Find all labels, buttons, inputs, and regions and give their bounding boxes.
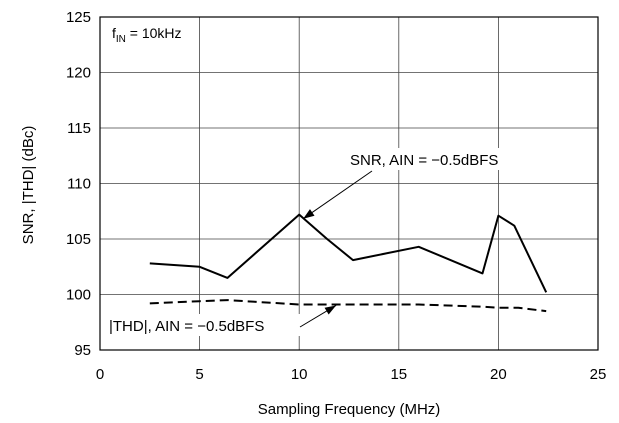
condition-label: fIN = 10kHz <box>112 25 182 45</box>
snr-annotation-label: SNR, AIN = −0.5dBFS <box>350 152 498 169</box>
snr-annotation-arrow <box>302 170 373 220</box>
series-layer <box>149 213 548 313</box>
condition-sub: IN <box>116 34 126 45</box>
snr-annotation-arrowhead <box>303 209 315 219</box>
x-tick-label: 0 <box>96 366 104 383</box>
thd-series-line <box>149 299 547 313</box>
thd-annotation-background <box>104 314 304 336</box>
condition-main: f <box>112 25 116 41</box>
condition-rest: = 10kHz <box>126 25 182 41</box>
y-tick-label: 95 <box>74 342 91 359</box>
snr-annotation: SNR, AIN = −0.5dBFS <box>302 148 540 220</box>
thd-annotation: |THD|, AIN = −0.5dBFS <box>104 305 337 336</box>
y-axis-title: SNR, |THD| (dBc) <box>20 126 37 245</box>
x-tick-label: 20 <box>490 366 507 383</box>
thd-annotation-arrowhead <box>324 305 337 315</box>
y-tick-label: 120 <box>66 65 91 82</box>
x-tick-label: 15 <box>390 366 407 383</box>
x-tick-label: 5 <box>195 366 203 383</box>
y-tick-label: 115 <box>67 120 91 137</box>
y-tick-label: 100 <box>66 287 91 304</box>
grid-lines <box>100 17 598 350</box>
y-tick-label: 110 <box>67 176 91 193</box>
x-tick-label: 10 <box>291 366 308 383</box>
snr-annotation-background <box>340 148 540 170</box>
y-tick-label: 105 <box>66 231 91 248</box>
x-tick-label: 25 <box>590 366 607 383</box>
thd-annotation-label: |THD|, AIN = −0.5dBFS <box>109 318 264 335</box>
x-axis-title: Sampling Frequency (MHz) <box>258 401 441 418</box>
y-tick-label: 125 <box>66 9 91 26</box>
snr-series-line <box>149 213 548 293</box>
plot-frame <box>99 16 599 351</box>
tick-labels: 0 5 10 15 20 25 95 100 105 110 115 120 125 <box>66 9 606 383</box>
